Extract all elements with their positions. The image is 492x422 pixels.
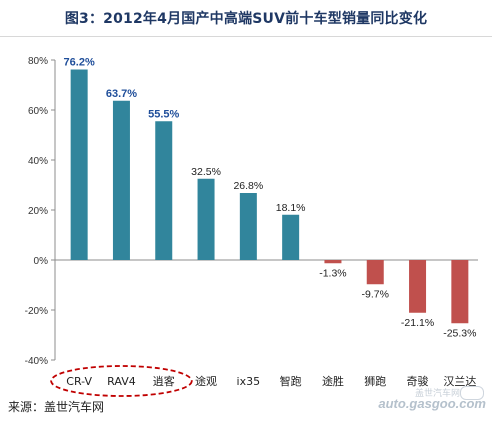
x-tick-label-4: 途观	[195, 374, 217, 388]
y-tick-label: -20%	[25, 306, 48, 317]
watermark-logo-icon	[460, 386, 484, 400]
watermark-en: auto.gasgoo.com	[378, 396, 486, 411]
y-tick-label: -40%	[25, 356, 48, 367]
x-tick-label-9: 奇骏	[407, 374, 429, 388]
bar-9	[409, 260, 427, 313]
title-bar: 图3：2012年4月国产中高端SUV前十车型销量同比变化	[0, 0, 492, 37]
y-tick-label: 80%	[28, 56, 48, 67]
bar-6	[282, 214, 300, 260]
bar-2	[112, 100, 130, 260]
bar-10	[451, 260, 469, 324]
bar-8	[366, 260, 384, 285]
data-label-2: 63.7%	[106, 88, 137, 100]
x-tick-label-8: 狮跑	[364, 374, 386, 388]
data-label-4: 32.5%	[191, 166, 221, 178]
data-label-8: -9.7%	[362, 288, 389, 300]
data-label-3: 55.5%	[148, 108, 179, 120]
watermark: 盖世汽车网 auto.gasgoo.com	[378, 386, 486, 418]
y-tick-label: 60%	[28, 106, 48, 117]
x-tick-label-1: CR-V	[66, 375, 92, 388]
x-tick-label-3: 逍客	[153, 374, 175, 388]
data-label-9: -21.1%	[401, 317, 434, 329]
x-tick-label-10: 汉兰达	[443, 375, 476, 388]
data-label-5: 26.8%	[233, 180, 263, 192]
y-tick-label: 0%	[34, 256, 49, 267]
data-label-1: 76.2%	[64, 57, 95, 69]
data-label-7: -1.3%	[319, 267, 346, 279]
bar-3	[155, 121, 173, 260]
bar-5	[239, 193, 257, 260]
data-label-10: -25.3%	[443, 327, 476, 339]
bar-1	[70, 69, 88, 260]
x-tick-label-6: 智跑	[280, 374, 302, 388]
x-tick-label-7: 途胜	[322, 374, 344, 388]
chart-title: 图3：2012年4月国产中高端SUV前十车型销量同比变化	[64, 11, 428, 27]
bar-7	[324, 260, 342, 264]
x-tick-label-2: RAV4	[107, 375, 136, 388]
highlight-ellipse	[50, 365, 193, 397]
x-tick-label-5: ix35	[237, 375, 261, 388]
source-label: 来源：盖世汽车网	[8, 400, 105, 414]
data-label-6: 18.1%	[276, 202, 306, 214]
watermark-cn: 盖世汽车网	[414, 388, 460, 398]
bar-4	[197, 178, 215, 260]
y-tick-label: 40%	[28, 156, 48, 167]
y-tick-label: 20%	[28, 206, 48, 217]
